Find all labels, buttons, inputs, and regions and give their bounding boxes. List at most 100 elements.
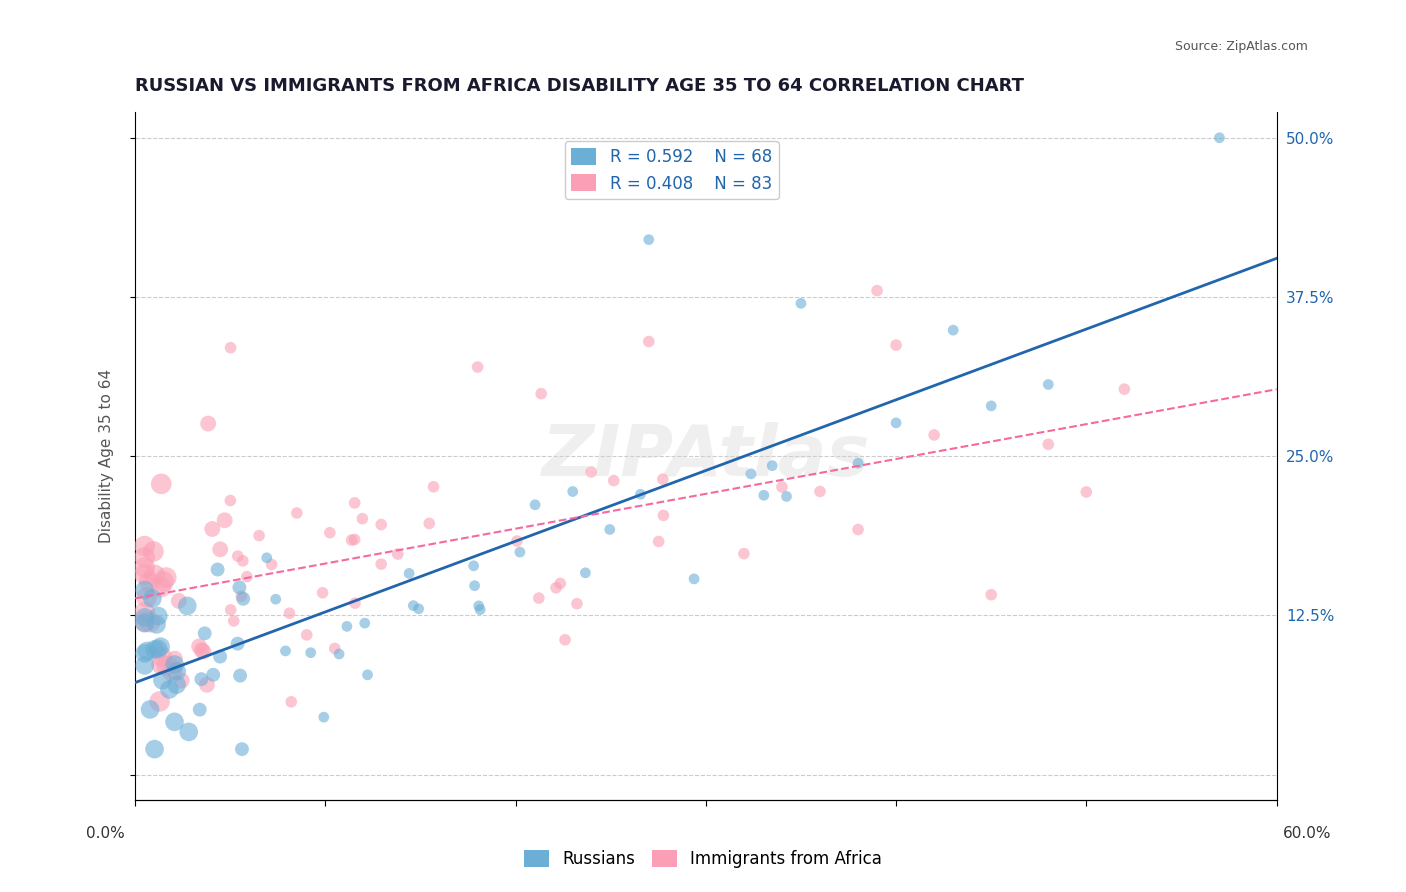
Russians: [683, 572, 706, 586]
Immigrants from Africa: [467, 359, 489, 374]
Russians: [166, 678, 188, 692]
Immigrants from Africa: [195, 678, 218, 692]
Immigrants from Africa: [565, 597, 588, 611]
Russians: [561, 484, 583, 499]
Immigrants from Africa: [544, 581, 567, 595]
Russians: [524, 498, 547, 512]
Immigrants from Africa: [808, 484, 831, 499]
Immigrants from Africa: [418, 516, 440, 531]
Immigrants from Africa: [866, 284, 889, 298]
Immigrants from Africa: [163, 651, 186, 665]
Russians: [209, 649, 232, 664]
Immigrants from Africa: [188, 640, 211, 654]
Immigrants from Africa: [226, 549, 249, 563]
Russians: [229, 668, 252, 682]
Russians: [775, 490, 797, 504]
Russians: [134, 616, 156, 631]
Immigrants from Africa: [323, 641, 346, 656]
Russians: [177, 725, 200, 739]
Immigrants from Africa: [150, 476, 173, 491]
Immigrants from Africa: [295, 628, 318, 642]
Immigrants from Africa: [980, 588, 1002, 602]
Immigrants from Africa: [770, 480, 793, 494]
Russians: [202, 667, 225, 681]
Immigrants from Africa: [733, 547, 755, 561]
Russians: [637, 233, 659, 247]
Russians: [509, 545, 531, 559]
Russians: [145, 617, 167, 632]
Immigrants from Africa: [922, 428, 945, 442]
Immigrants from Africa: [150, 657, 173, 672]
Russians: [134, 583, 156, 598]
Immigrants from Africa: [155, 570, 177, 584]
Immigrants from Africa: [134, 550, 156, 565]
Russians: [134, 658, 156, 673]
Russians: [464, 579, 486, 593]
Immigrants from Africa: [135, 591, 157, 605]
Immigrants from Africa: [370, 517, 392, 532]
Russians: [1208, 130, 1230, 145]
Russians: [141, 591, 163, 606]
Immigrants from Africa: [222, 614, 245, 628]
Russians: [232, 591, 254, 606]
Immigrants from Africa: [884, 338, 907, 352]
Immigrants from Africa: [370, 557, 392, 571]
Immigrants from Africa: [209, 542, 232, 557]
Immigrants from Africa: [152, 574, 174, 589]
Immigrants from Africa: [422, 480, 444, 494]
Russians: [176, 599, 198, 613]
Immigrants from Africa: [134, 615, 156, 629]
Immigrants from Africa: [319, 525, 342, 540]
Immigrants from Africa: [134, 560, 156, 574]
Russians: [312, 710, 335, 724]
Russians: [194, 626, 217, 640]
Immigrants from Africa: [343, 496, 366, 510]
Immigrants from Africa: [387, 547, 409, 561]
Legend: R = 0.592    N = 68, R = 0.408    N = 83: R = 0.592 N = 68, R = 0.408 N = 83: [565, 141, 779, 199]
Immigrants from Africa: [651, 472, 673, 486]
Immigrants from Africa: [352, 511, 374, 525]
Immigrants from Africa: [167, 594, 190, 608]
Text: Source: ZipAtlas.com: Source: ZipAtlas.com: [1174, 40, 1308, 54]
Russians: [790, 296, 813, 310]
Russians: [356, 668, 378, 682]
Immigrants from Africa: [311, 586, 333, 600]
Text: 0.0%: 0.0%: [86, 827, 125, 841]
Immigrants from Africa: [219, 603, 242, 617]
Immigrants from Africa: [247, 528, 270, 542]
Immigrants from Africa: [201, 522, 224, 536]
Russians: [630, 487, 652, 501]
Russians: [353, 616, 375, 631]
Russians: [190, 672, 212, 686]
Immigrants from Africa: [134, 605, 156, 619]
Immigrants from Africa: [149, 694, 172, 708]
Immigrants from Africa: [1114, 382, 1136, 396]
Immigrants from Africa: [579, 465, 602, 479]
Immigrants from Africa: [138, 575, 160, 590]
Immigrants from Africa: [527, 591, 550, 606]
Russians: [149, 640, 172, 654]
Russians: [574, 566, 596, 580]
Russians: [188, 703, 211, 717]
Legend: Russians, Immigrants from Africa: Russians, Immigrants from Africa: [517, 843, 889, 875]
Russians: [166, 665, 188, 679]
Russians: [980, 399, 1002, 413]
Immigrants from Africa: [548, 576, 571, 591]
Russians: [599, 523, 621, 537]
Russians: [740, 467, 762, 481]
Russians: [1038, 377, 1060, 392]
Russians: [942, 323, 965, 337]
Russians: [163, 657, 186, 672]
Russians: [148, 609, 170, 624]
Immigrants from Africa: [280, 695, 302, 709]
Russians: [408, 601, 430, 615]
Russians: [274, 644, 297, 658]
Russians: [761, 458, 783, 473]
Russians: [134, 610, 156, 624]
Immigrants from Africa: [236, 570, 259, 584]
Russians: [143, 642, 166, 657]
Immigrants from Africa: [214, 513, 236, 527]
Russians: [398, 566, 420, 581]
Immigrants from Africa: [170, 673, 193, 688]
Immigrants from Africa: [193, 644, 215, 658]
